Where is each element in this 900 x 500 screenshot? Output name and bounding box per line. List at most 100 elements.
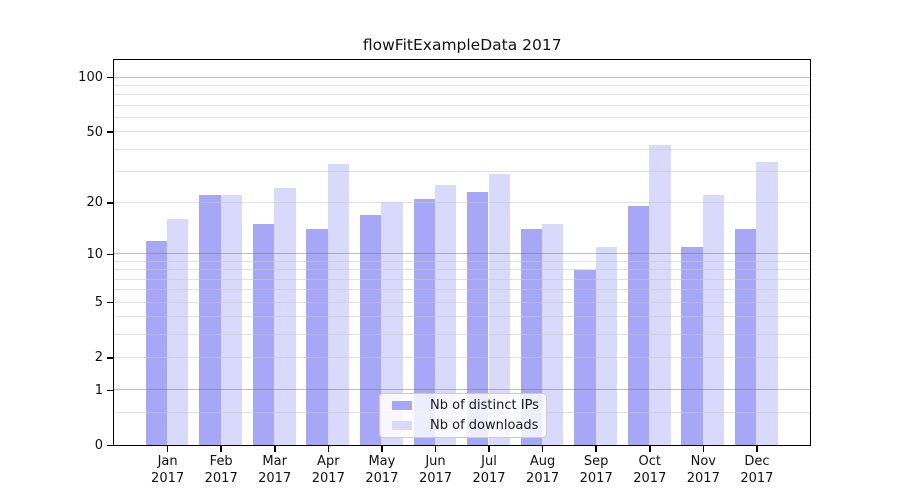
bar-downloads (327, 163, 350, 445)
x-axis-tick-label: Jul 2017 (457, 453, 521, 487)
x-tick-year: 2017 (686, 470, 720, 486)
gridline-minor (113, 278, 810, 280)
x-tick-month: Apr (317, 453, 340, 469)
gridline-minor (113, 301, 810, 303)
y-tick-mark (107, 357, 114, 359)
legend-swatch-distinct-ips (392, 400, 412, 411)
x-tick-mark (166, 445, 169, 452)
x-tick-year: 2017 (258, 470, 292, 486)
gridline-minor (113, 261, 810, 262)
gridline-minor (113, 334, 810, 335)
x-tick-year: 2017 (418, 470, 453, 486)
bar-distinct-ips (360, 214, 382, 445)
gridline-minor (113, 148, 810, 150)
y-tick-mark (107, 444, 114, 447)
bar-downloads (220, 195, 243, 445)
x-tick-mark (274, 445, 276, 452)
y-axis-tick-label: 10 (86, 246, 103, 262)
y-axis-tick-label: 0 (94, 438, 103, 453)
x-tick-month: Mar (262, 453, 287, 469)
gridline-minor (113, 269, 810, 271)
gridline-minor (113, 84, 810, 86)
gridline-minor (113, 104, 810, 106)
bar-distinct-ips (735, 229, 757, 445)
bar-distinct-ips (145, 240, 168, 445)
x-tick-mark (327, 445, 330, 452)
x-tick-year: 2017 (151, 470, 185, 486)
x-tick-mark (595, 445, 597, 452)
x-tick-month: Jul (481, 453, 497, 469)
x-tick-year: 2017 (311, 470, 345, 486)
x-tick-year: 2017 (204, 470, 238, 486)
x-axis-tick-label: Jan 2017 (136, 453, 200, 487)
bar-downloads (649, 145, 671, 445)
x-axis-tick-label: Mar 2017 (243, 453, 307, 487)
y-tick-mark (107, 131, 114, 133)
bar-downloads (756, 161, 778, 445)
bar-distinct-ips (627, 206, 650, 445)
y-tick-mark (107, 76, 114, 79)
x-tick-month: Jan (157, 453, 178, 469)
x-axis-tick-label: Oct 2017 (618, 453, 682, 487)
x-axis-tick-label: Apr 2017 (296, 453, 360, 487)
x-axis-tick-label: May 2017 (350, 453, 414, 487)
y-tick-mark (107, 301, 114, 304)
gridline-minor (113, 289, 810, 291)
gridline-minor (113, 116, 810, 118)
x-tick-month: Feb (209, 453, 233, 469)
y-axis-tick-label: 20 (86, 195, 103, 211)
bar-downloads (381, 202, 403, 445)
x-tick-mark (488, 445, 490, 452)
legend-label: Nb of distinct IPs (430, 398, 539, 413)
x-tick-month: Sep (583, 453, 609, 469)
x-tick-year: 2017 (526, 470, 560, 486)
bar-distinct-ips (413, 198, 435, 445)
legend-label: Nb of downloads (430, 418, 539, 433)
plot-area (112, 58, 811, 446)
x-tick-month: Nov (690, 453, 716, 469)
x-axis-tick-label: Feb 2017 (189, 453, 253, 487)
gridline-minor (113, 201, 810, 203)
bar-downloads (488, 173, 510, 445)
y-axis-tick-label: 2 (94, 350, 103, 366)
bar-downloads (702, 195, 725, 445)
gridline-minor (113, 170, 810, 172)
bar-distinct-ips (520, 229, 543, 445)
x-axis-tick-label: Jun 2017 (404, 453, 468, 487)
y-tick-mark (107, 202, 114, 204)
y-axis-tick-label: 50 (86, 124, 103, 140)
y-axis-tick-label: 100 (78, 70, 103, 86)
x-tick-mark (649, 445, 651, 452)
legend-swatch-downloads (392, 420, 412, 431)
bar-downloads (595, 246, 618, 445)
legend-item: Nb of downloads (386, 417, 540, 434)
x-tick-year: 2017 (740, 470, 774, 486)
gridline-minor (113, 316, 810, 318)
x-tick-year: 2017 (472, 470, 506, 486)
x-tick-mark (381, 445, 383, 452)
bar-distinct-ips (199, 195, 221, 445)
x-tick-month: Aug (529, 453, 556, 469)
x-axis-tick-label: Aug 2017 (511, 453, 575, 487)
legend: Nb of distinct IPs Nb of downloads (379, 393, 547, 438)
bar-distinct-ips (467, 191, 489, 445)
gridline-minor (113, 356, 810, 358)
x-tick-year: 2017 (579, 470, 613, 486)
legend-item: Nb of distinct IPs (386, 397, 540, 414)
x-tick-mark (434, 445, 437, 452)
gridline-major (113, 389, 810, 391)
bar-distinct-ips (306, 229, 328, 445)
x-tick-mark (702, 445, 705, 452)
y-tick-mark (107, 389, 114, 391)
bar-downloads (435, 185, 457, 445)
gridline-major (113, 253, 810, 255)
x-tick-month: Jun (425, 453, 446, 469)
y-axis-tick-label: 5 (94, 295, 103, 311)
y-tick-mark (107, 253, 114, 256)
x-tick-mark (541, 445, 544, 452)
y-axis-tick-label: 1 (94, 382, 103, 398)
x-tick-year: 2017 (365, 470, 399, 486)
gridline-minor (113, 94, 810, 96)
x-tick-year: 2017 (633, 470, 667, 486)
